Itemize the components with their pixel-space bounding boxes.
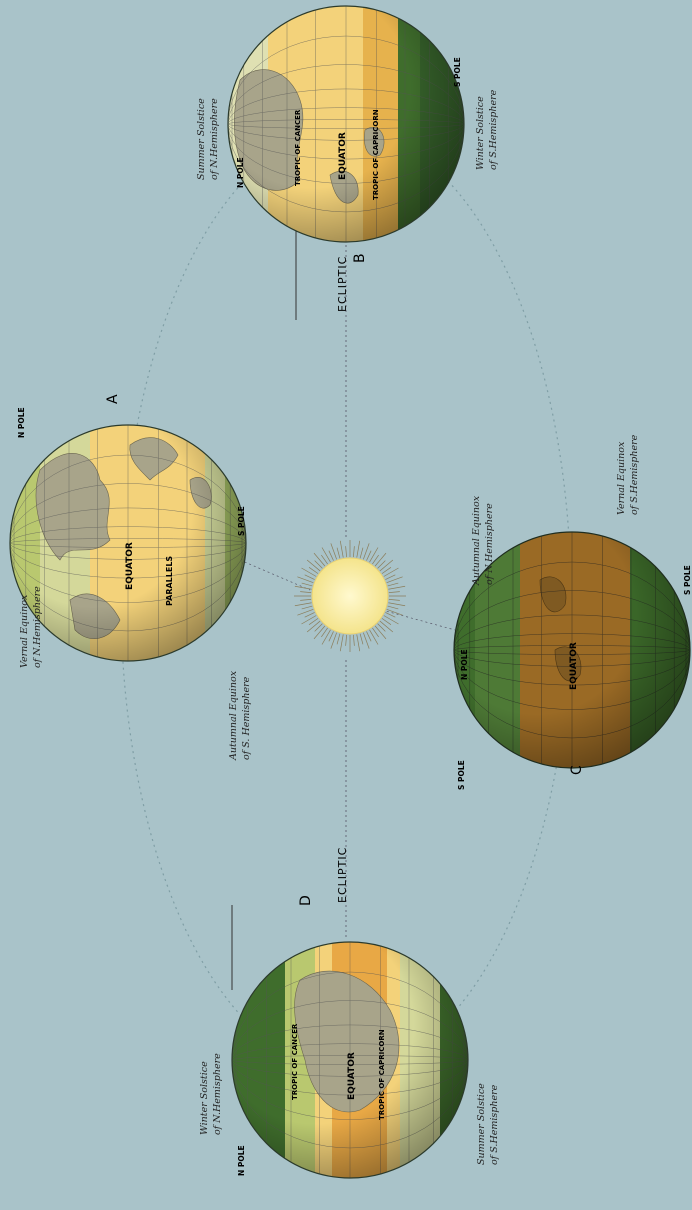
tropic-capricorn-d: TROPIC OF CAPRICORN	[378, 1029, 386, 1120]
caption-summer-n-1: Summer Solstice	[196, 98, 207, 180]
caption-autumnal-s-2: of S. Hemisphere	[241, 676, 252, 760]
s-pole-b: S POLE	[453, 57, 462, 87]
caption-vernal-s-1: Vernal Equinox	[616, 441, 627, 515]
globe-a	[9, 424, 247, 662]
sun	[294, 540, 406, 652]
label-c: C	[569, 765, 585, 775]
equator-a: EQUATOR	[125, 542, 135, 590]
n-pole-d: N POLE	[237, 1145, 246, 1176]
tropic-capricorn-b: TROPIC OF CAPRICORN	[372, 109, 380, 200]
label-d: D	[298, 895, 314, 906]
equator-b: EQUATOR	[338, 132, 348, 180]
caption-autumnal-n-2: of N.Hemisphere	[484, 503, 495, 585]
caption-summer-n-2: of N.Hemisphere	[209, 98, 220, 180]
ecliptic-label-top: ECLIPTIC	[336, 256, 349, 312]
tropic-cancer-d: TROPIC OF CANCER	[291, 1023, 299, 1100]
equator-c: EQUATOR	[569, 642, 579, 690]
caption-vernal-n-1: Vernal Equinox	[19, 594, 30, 668]
n-pole-c: N POLE	[460, 649, 469, 680]
caption-summer-s-1: Summer Solstice	[476, 1083, 487, 1165]
n-pole-a: N POLE	[17, 407, 26, 438]
label-b: B	[352, 253, 368, 263]
s-pole-c: S POLE	[683, 565, 692, 595]
label-a: A	[105, 394, 121, 404]
equator-d: EQUATOR	[347, 1052, 357, 1100]
caption-autumnal-s-1: Autumnal Equinox	[228, 670, 239, 761]
caption-winter-s-1: Winter Solstice	[475, 96, 486, 170]
caption-vernal-n-2: of N.Hemisphere	[32, 586, 43, 668]
n-pole-b: N POLE	[236, 157, 245, 188]
parallels-a: PARALLELS	[165, 556, 174, 606]
caption-autumnal-n-1: Autumnal Equinox	[471, 495, 482, 586]
ecliptic-label-bottom: ECLIPTIC	[336, 847, 349, 903]
s-pole-a: S POLE	[237, 506, 246, 536]
caption-summer-s-2: of S.Hemisphere	[489, 1084, 500, 1165]
caption-vernal-s-2: of S.Hemisphere	[629, 434, 640, 515]
caption-winter-n-2: of N.Hemisphere	[212, 1053, 223, 1135]
tropic-cancer-b: TROPIC OF CANCER	[294, 109, 302, 186]
globe-c	[453, 531, 691, 769]
caption-winter-s-2: of S.Hemisphere	[488, 89, 499, 170]
s-pole-d: S POLE	[457, 760, 466, 790]
caption-winter-n-1: Winter Solstice	[199, 1061, 210, 1135]
